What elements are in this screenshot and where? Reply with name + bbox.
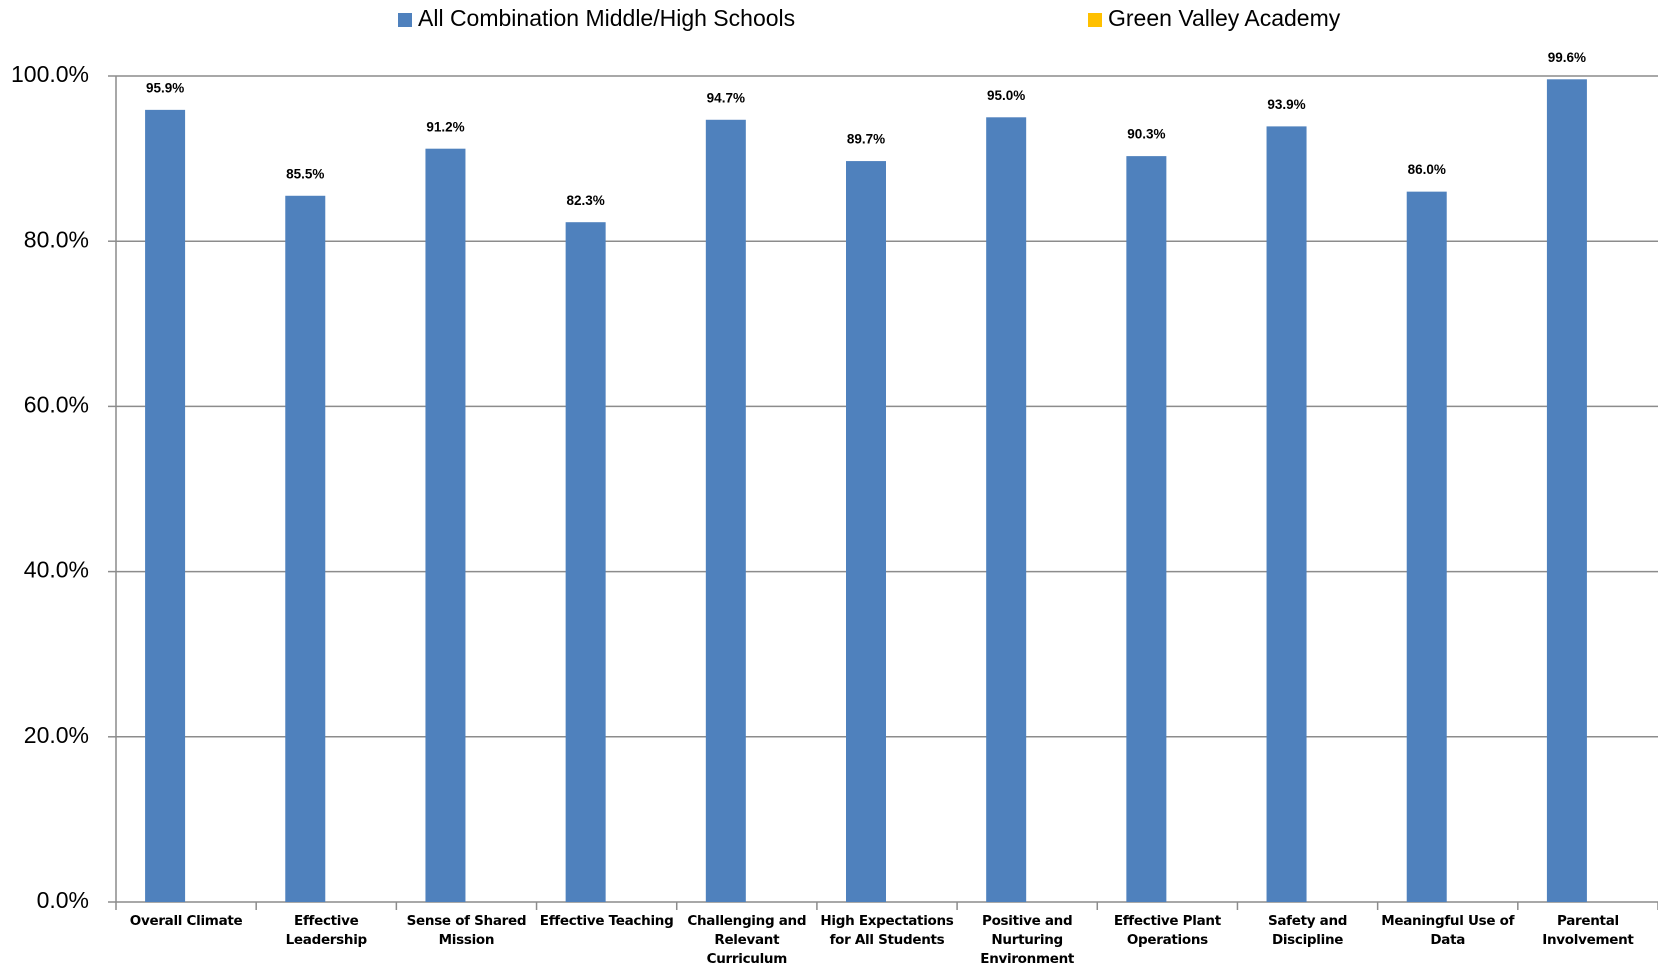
bar [705,119,746,902]
legend-swatch [1088,13,1102,27]
x-tick-label: Meaningful Use of Data [1381,913,1515,948]
value-label: 90.3% [1127,127,1165,142]
bar [1126,156,1167,902]
bar [145,109,186,903]
value-label: 85.5% [286,166,324,181]
x-tick-label: Sense of Shared Mission [406,913,527,948]
bar [1266,126,1307,903]
y-tick-label: 60.0% [24,391,89,417]
value-label: 95.9% [146,80,184,95]
y-tick-label: 20.0% [24,722,89,748]
x-tick-label: Effective Teaching [539,913,674,929]
bar [425,148,466,903]
y-tick-label: 80.0% [24,226,89,252]
legend-label: All Combination Middle/High Schools [418,5,795,31]
x-tick-label: Safety and Discipline [1267,913,1348,948]
value-label: 82.3% [566,193,604,208]
value-label: 89.7% [847,132,885,147]
x-tick-label: Effective Leadership [285,913,368,948]
value-label: 91.2% [426,119,464,134]
bar [1406,191,1447,902]
y-tick-label: 100.0% [11,61,89,87]
x-tick-label: Effective Plant Operations [1113,913,1221,948]
y-tick-label: 40.0% [24,557,89,583]
x-tick-label: High Expectations for All Students [820,913,954,948]
value-label: 95.0% [987,88,1025,103]
x-tick-label: Parental Involvement [1542,913,1634,948]
bar [846,161,886,902]
x-tick-label: Positive and Nurturing Environment [980,913,1075,967]
y-tick-label: 0.0% [37,887,89,913]
bar [565,222,606,902]
x-tick-label: Challenging and Relevant Curriculum [687,913,807,967]
value-label: 99.6% [1548,50,1586,65]
legend-label: Green Valley Academy [1108,5,1341,31]
bar [1546,79,1587,902]
x-tick-label: Overall Climate [129,913,243,929]
legend-swatch [398,13,412,27]
bar [986,117,1027,903]
bar [285,195,326,902]
value-label: 94.7% [707,90,745,105]
value-label: 93.9% [1267,97,1305,112]
value-label: 86.0% [1408,162,1446,177]
